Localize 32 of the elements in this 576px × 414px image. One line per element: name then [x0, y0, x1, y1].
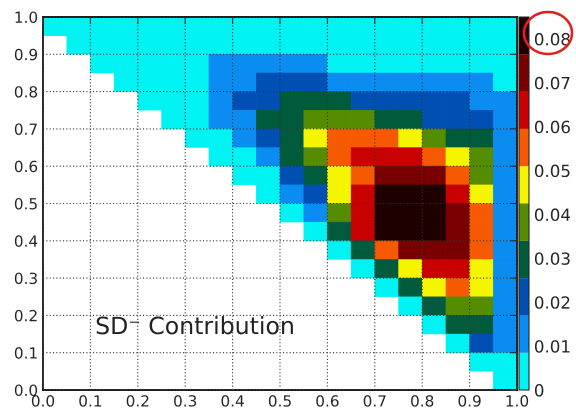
x-tick-label: 1.0: [506, 395, 528, 407]
color-bar-label: 0: [534, 384, 544, 397]
color-bar-label: 0.07: [534, 76, 570, 90]
y-tick-label: 1.0: [16, 11, 38, 24]
x-tick-label: 0.3: [174, 395, 196, 407]
x-tick-label: 0.0: [32, 395, 54, 407]
color-bar-label: 0.04: [534, 208, 570, 222]
y-tick-label: 0.6: [14, 160, 38, 172]
color-bar-label: 0.06: [534, 120, 570, 134]
x-tick-label: 0.6: [316, 395, 339, 407]
y-tick-label: 0.2: [14, 310, 37, 322]
y-tick-label: 0.4: [14, 235, 38, 247]
y-tick-label: 0.0: [14, 384, 38, 396]
x-tick-label: 0.5: [268, 395, 291, 407]
y-tick-label: 0.7: [14, 123, 37, 135]
x-tick-label: 0.7: [364, 395, 386, 407]
color-bar-label: 0.02: [534, 296, 570, 309]
x-tick-label: 0.1: [79, 395, 102, 407]
x-tick-label: 0.8: [411, 395, 434, 407]
color-bar-label: 0.08: [534, 32, 570, 46]
y-tick-label: 0.9: [14, 48, 38, 60]
x-tick-label: 0.2: [126, 395, 148, 407]
y-tick-label: 0.8: [14, 86, 38, 98]
color-bar-label: 0.03: [534, 252, 570, 265]
color-bar-label: 0.05: [534, 164, 570, 178]
y-tick-label: 0.3: [14, 272, 37, 284]
color-bar-label: 0.01: [534, 340, 570, 353]
x-tick-label: 0.9: [458, 395, 481, 407]
x-tick-label: 0.4: [221, 395, 244, 407]
y-tick-label: 0.5: [14, 198, 37, 210]
annotation: SD⁻ Contribution: [96, 316, 293, 334]
y-tick-label: 0.1: [14, 347, 37, 359]
